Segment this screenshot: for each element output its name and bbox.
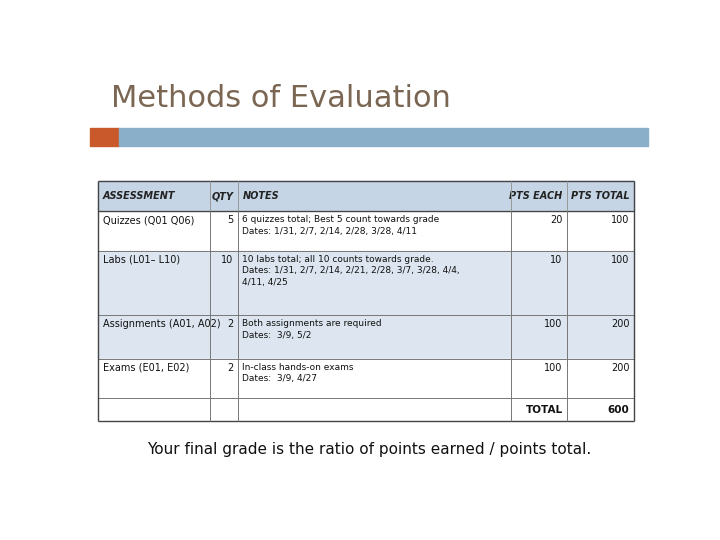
Text: NOTES: NOTES <box>243 191 279 201</box>
Text: 2: 2 <box>227 319 233 329</box>
Text: 600: 600 <box>608 404 629 415</box>
Bar <box>90 129 119 146</box>
Bar <box>99 211 634 251</box>
Text: 20: 20 <box>550 215 562 225</box>
Text: 200: 200 <box>611 363 629 373</box>
Text: 6 quizzes total; Best 5 count towards grade
Dates: 1/31, 2/7, 2/14, 2/28, 3/28, : 6 quizzes total; Best 5 count towards gr… <box>243 215 440 236</box>
Text: 5: 5 <box>227 215 233 225</box>
Text: 10: 10 <box>550 255 562 265</box>
Text: 100: 100 <box>611 255 629 265</box>
Text: Labs (L01– L10): Labs (L01– L10) <box>103 255 180 265</box>
Text: Both assignments are required
Dates:  3/9, 5/2: Both assignments are required Dates: 3/9… <box>243 319 382 340</box>
Text: Quizzes (Q01 Q06): Quizzes (Q01 Q06) <box>103 215 194 225</box>
Text: TOTAL: TOTAL <box>526 404 562 415</box>
Text: Exams (E01, E02): Exams (E01, E02) <box>103 363 189 373</box>
Bar <box>99 251 634 315</box>
Text: Methods of Evaluation: Methods of Evaluation <box>111 84 451 112</box>
Bar <box>119 129 648 146</box>
Text: 10 labs total; all 10 counts towards grade.
Dates: 1/31, 2/7, 2/14, 2/21, 2/28, : 10 labs total; all 10 counts towards gra… <box>243 255 460 287</box>
Text: 10: 10 <box>221 255 233 265</box>
Text: QTY: QTY <box>212 191 233 201</box>
Bar <box>99 181 634 211</box>
Text: In-class hands-on exams
Dates:  3/9, 4/27: In-class hands-on exams Dates: 3/9, 4/27 <box>243 363 354 383</box>
Text: 100: 100 <box>544 319 562 329</box>
Text: Assignments (A01, A02): Assignments (A01, A02) <box>103 319 220 329</box>
Text: PTS TOTAL: PTS TOTAL <box>571 191 629 201</box>
Text: ASSESSMENT: ASSESSMENT <box>103 191 176 201</box>
Bar <box>99 359 634 399</box>
Text: 2: 2 <box>227 363 233 373</box>
Text: Your final grade is the ratio of points earned / points total.: Your final grade is the ratio of points … <box>147 442 591 457</box>
Text: 100: 100 <box>611 215 629 225</box>
Text: 100: 100 <box>544 363 562 373</box>
Bar <box>99 399 634 421</box>
Text: PTS EACH: PTS EACH <box>509 191 562 201</box>
Bar <box>99 315 634 359</box>
Text: 200: 200 <box>611 319 629 329</box>
